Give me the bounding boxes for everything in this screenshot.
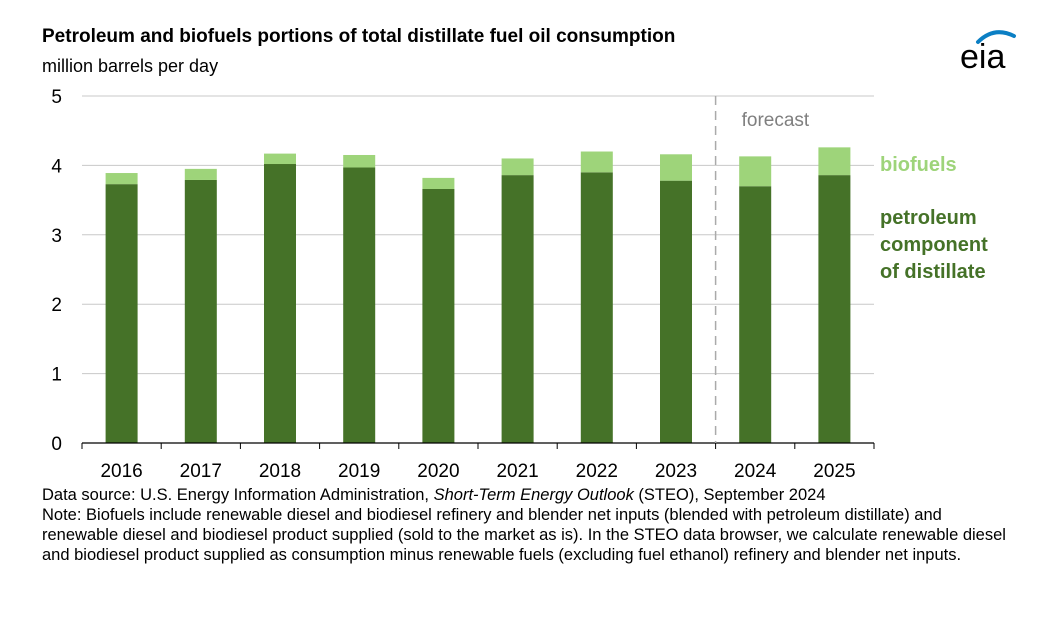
source-prefix: Data source: U.S. Energy Information Adm… [42,486,434,504]
x-tick-label: 2022 [576,461,618,482]
bar-petroleum [184,179,217,443]
x-tick-label: 2016 [100,461,142,482]
bar-biofuels [343,154,376,168]
x-tick-label: 2024 [734,461,777,482]
eia-logo: eia [960,30,1016,74]
y-tick-label: 1 [51,365,62,386]
x-tick-label: 2023 [655,461,697,482]
bar-petroleum [264,164,296,443]
note-text: Note: Biofuels include renewable diesel … [42,506,1006,564]
y-tick-label: 3 [51,226,62,247]
source-suffix: (STEO), September 2024 [633,486,826,504]
y-tick-label: 5 [51,87,62,108]
bar-biofuels [660,154,692,181]
bar-biofuels [105,173,138,185]
forecast-label: forecast [742,110,810,131]
bar-petroleum [105,184,138,443]
chart-title: Petroleum and biofuels portions of total… [42,26,676,47]
chart-subtitle: million barrels per day [42,56,219,76]
bar-biofuels [422,177,455,189]
y-tick-label: 0 [51,434,62,455]
bar-biofuels [184,168,217,180]
x-tick-label: 2020 [417,461,459,482]
bar-biofuels [580,151,613,173]
bar-petroleum [739,186,772,443]
x-tick-label: 2018 [259,461,301,482]
bar-petroleum [660,180,692,443]
x-tick-label: 2021 [496,461,538,482]
source-publication: Short-Term Energy Outlook [433,486,634,504]
eia-logo-text: eia [960,38,1005,74]
legend-petroleum-line: component [880,234,988,256]
bar-biofuels [264,153,296,165]
bar-biofuels [501,158,534,176]
x-tick-label: 2019 [338,461,380,482]
x-tick-label: 2025 [813,461,855,482]
bar-petroleum [501,175,534,443]
bar-biofuels [739,156,772,187]
y-tick-label: 2 [51,295,62,316]
eia-logo-swoosh [976,30,1016,44]
y-tick-label: 4 [51,156,62,177]
bar-petroleum [818,175,851,443]
bar-petroleum [580,172,613,443]
bar-petroleum [422,188,455,443]
legend-petroleum-line: petroleum [880,207,977,229]
bar-petroleum [343,167,376,443]
legend-biofuels: biofuels [880,154,957,176]
chart-notes: Data source: U.S. Energy Information Adm… [42,485,1022,565]
x-tick-label: 2017 [180,461,222,482]
legend-petroleum-line: of distillate [880,261,986,283]
bar-biofuels [818,147,851,176]
data-source-line: Data source: U.S. Energy Information Adm… [42,485,1022,505]
